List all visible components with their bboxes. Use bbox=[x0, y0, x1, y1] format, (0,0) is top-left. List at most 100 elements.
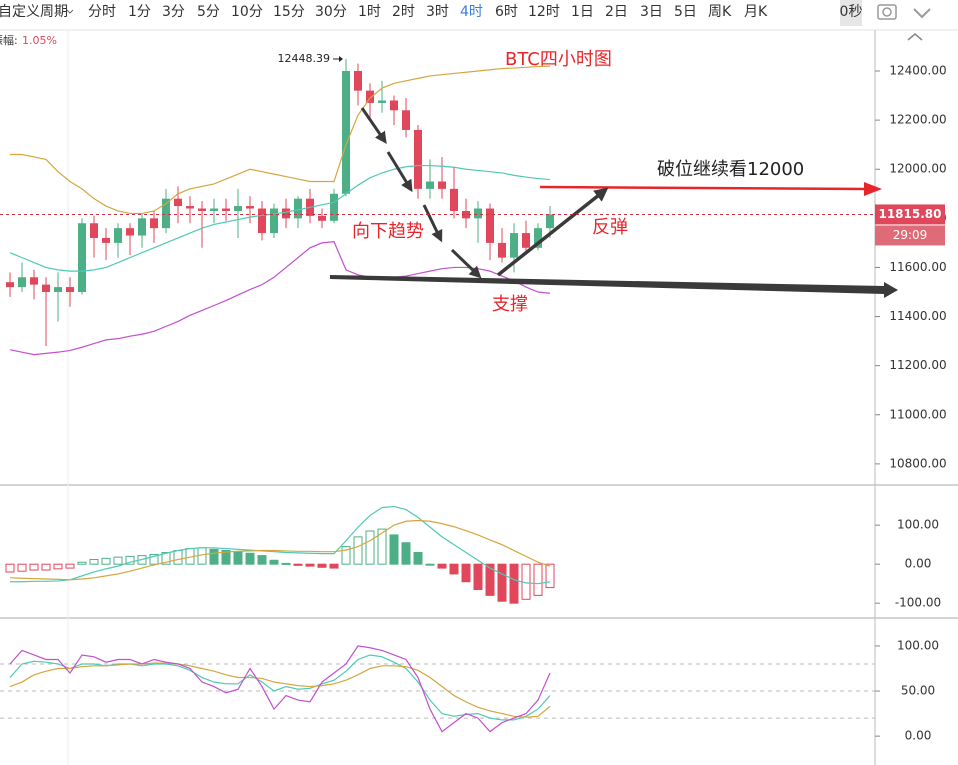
candle-body bbox=[366, 90, 374, 103]
candle-body bbox=[438, 181, 446, 189]
countdown-box bbox=[875, 225, 945, 246]
candle-body bbox=[498, 242, 506, 258]
timeframe-button[interactable]: 30分 bbox=[315, 4, 347, 20]
timeframe-button[interactable]: 1分 bbox=[128, 4, 151, 20]
candle-body bbox=[102, 237, 110, 243]
timeframe-button[interactable]: 2时 bbox=[392, 4, 415, 20]
candle-body bbox=[162, 198, 170, 229]
macd-bar bbox=[533, 563, 543, 596]
macd-bar bbox=[5, 563, 15, 573]
timeframe-button[interactable]: 10分 bbox=[231, 4, 263, 20]
collapse-icon[interactable] bbox=[913, 8, 931, 19]
candle-body bbox=[354, 71, 362, 91]
timeframe-button[interactable]: 12时 bbox=[528, 4, 560, 20]
candle-body bbox=[522, 233, 530, 248]
last-price-label: 11815.80 bbox=[878, 207, 941, 221]
macd-bar bbox=[113, 556, 123, 565]
indicator-line bbox=[10, 65, 551, 215]
candle-body bbox=[534, 228, 542, 248]
indicator-line bbox=[9, 519, 551, 581]
macd-bar bbox=[257, 555, 267, 565]
indicator-line bbox=[9, 645, 551, 733]
candle-body bbox=[378, 100, 386, 103]
timeframe-button[interactable]: 5日 bbox=[674, 4, 697, 20]
y-tick-label: 11000.00 bbox=[889, 407, 946, 421]
macd-bar bbox=[509, 563, 519, 604]
amplitude-label: 振幅: bbox=[0, 33, 18, 47]
countdown: 29:09 bbox=[893, 228, 928, 242]
y-tick-label: 100.00 bbox=[897, 638, 939, 652]
candle-body bbox=[318, 215, 326, 221]
candle-body bbox=[198, 208, 206, 211]
timeframe-button[interactable]: 15分 bbox=[273, 4, 305, 20]
annotation: 反弹 bbox=[592, 217, 628, 238]
y-tick-label: 0.00 bbox=[905, 729, 932, 743]
macd-bar bbox=[125, 555, 135, 565]
timeframe-button[interactable]: 2日 bbox=[605, 4, 628, 20]
timeframe-button[interactable]: 3分 bbox=[162, 4, 185, 20]
scale-icon[interactable] bbox=[907, 33, 923, 41]
timeframe-button[interactable]: 5分 bbox=[197, 4, 220, 20]
candle-body bbox=[54, 287, 62, 292]
annotation: 向下趋势 bbox=[352, 221, 424, 242]
y-tick-label: 12400.00 bbox=[889, 64, 946, 78]
candle-body bbox=[342, 71, 350, 194]
dropdown-icon bbox=[66, 9, 74, 14]
camera-icon[interactable] bbox=[877, 4, 897, 20]
y-tick-label: 10800.00 bbox=[889, 456, 946, 470]
y-tick-label: 0.00 bbox=[905, 557, 932, 571]
candle-body bbox=[222, 208, 230, 211]
amplitude: 1.05% bbox=[22, 34, 57, 47]
timeframe-button[interactable]: 月K bbox=[744, 4, 768, 20]
macd-bar bbox=[209, 548, 219, 565]
macd-bar bbox=[65, 563, 75, 569]
macd-bar bbox=[389, 534, 399, 565]
indicator-line bbox=[9, 654, 551, 721]
macd-bar bbox=[317, 563, 327, 568]
candle-body bbox=[414, 129, 422, 189]
candle-body bbox=[66, 287, 74, 292]
macd-bar bbox=[485, 563, 495, 596]
macd-bar bbox=[77, 561, 87, 565]
macd-bar bbox=[461, 563, 471, 583]
timeframe-button[interactable]: 3日 bbox=[640, 4, 663, 20]
macd-bar bbox=[53, 563, 63, 570]
candle-body bbox=[138, 218, 146, 236]
candle-body bbox=[486, 208, 494, 243]
candle-body bbox=[462, 210, 470, 219]
macd-bar bbox=[473, 563, 483, 591]
timeframe-button[interactable]: 分时 bbox=[88, 4, 116, 20]
indicator-line bbox=[10, 505, 551, 585]
timeframe-button[interactable]: 6时 bbox=[495, 4, 518, 20]
indicator-line bbox=[9, 164, 551, 272]
candle-body bbox=[402, 110, 410, 130]
candle-body bbox=[234, 206, 242, 211]
candle-body bbox=[18, 277, 26, 288]
macd-bar bbox=[89, 558, 99, 565]
macd-bar bbox=[341, 546, 351, 565]
candle-body bbox=[246, 206, 254, 209]
seconds: 0秒 bbox=[840, 4, 863, 20]
timeframe-button[interactable]: 3时 bbox=[426, 4, 449, 20]
timeframe-button[interactable]: 1日 bbox=[571, 4, 594, 20]
candle-body bbox=[150, 218, 158, 229]
candle-body bbox=[270, 208, 278, 234]
y-tick-label: 12000.00 bbox=[889, 162, 946, 176]
candle-body bbox=[186, 206, 194, 209]
y-tick-label: 50.00 bbox=[901, 684, 935, 698]
candle-body bbox=[90, 223, 98, 238]
macd-bar bbox=[197, 547, 207, 565]
timeframe-button[interactable]: 4时 bbox=[460, 4, 483, 20]
candle-body bbox=[474, 208, 482, 219]
macd-bar bbox=[449, 563, 459, 575]
timeframe-button[interactable]: 周K bbox=[708, 4, 732, 20]
macd-bar bbox=[41, 563, 51, 571]
timeframe-button[interactable]: 1时 bbox=[358, 4, 381, 20]
indicator-line bbox=[9, 662, 551, 718]
candle-body bbox=[258, 208, 266, 234]
macd-bar bbox=[269, 559, 279, 565]
seconds-button[interactable] bbox=[840, 0, 862, 26]
macd-bar bbox=[245, 552, 255, 565]
annotation: 支撑 bbox=[492, 294, 528, 315]
